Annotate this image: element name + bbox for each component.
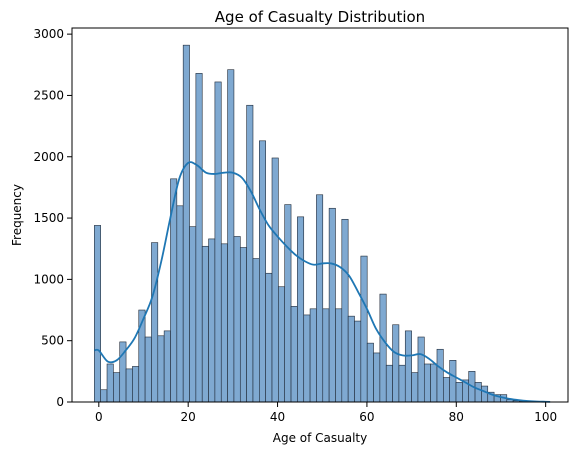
x-tick-label: 20 xyxy=(181,410,196,424)
y-tick-label: 2000 xyxy=(33,150,64,164)
histogram-bar xyxy=(418,337,424,402)
histogram-bar xyxy=(151,243,157,402)
histogram-bar xyxy=(190,227,196,402)
histogram-bar xyxy=(158,336,164,402)
histogram-bar xyxy=(228,70,234,402)
histogram-bar xyxy=(209,239,215,402)
histogram-bar xyxy=(310,309,316,402)
histogram-bar xyxy=(101,390,107,402)
histogram-bar xyxy=(380,294,386,402)
x-tick-label: 0 xyxy=(95,410,103,424)
histogram-bar xyxy=(475,382,481,402)
y-tick-label: 0 xyxy=(56,395,64,409)
histogram-bar xyxy=(132,366,138,402)
histogram-bar xyxy=(437,349,443,402)
histogram-bar xyxy=(323,309,329,402)
histogram-bar xyxy=(113,373,119,402)
histogram-bar xyxy=(431,364,437,402)
histogram-bar xyxy=(348,316,354,402)
histogram-bar xyxy=(405,331,411,402)
histogram-bar xyxy=(424,364,430,402)
histogram-bar xyxy=(145,337,151,402)
histogram-bar xyxy=(183,45,189,402)
histogram-bar xyxy=(278,287,284,402)
x-tick-label: 40 xyxy=(270,410,285,424)
histogram-bar xyxy=(367,343,373,402)
histogram-bar xyxy=(240,248,246,403)
histogram-bar xyxy=(291,306,297,402)
histogram-bar xyxy=(94,225,100,402)
x-tick-label: 80 xyxy=(449,410,464,424)
histogram-bar xyxy=(412,373,418,402)
histogram-bar xyxy=(393,325,399,402)
histogram-bar xyxy=(456,382,462,402)
histogram-bar xyxy=(126,369,132,402)
histogram-bar xyxy=(247,105,253,402)
histogram-bar xyxy=(266,273,272,402)
y-tick-label: 3000 xyxy=(33,27,64,41)
histogram-bar xyxy=(215,82,221,402)
y-tick-label: 1500 xyxy=(33,211,64,225)
histogram-bar xyxy=(335,309,341,402)
histogram-bar xyxy=(253,259,259,402)
y-tick-label: 2500 xyxy=(33,88,64,102)
histogram-bar xyxy=(316,195,322,402)
histogram-bar xyxy=(374,353,380,402)
histogram-bar xyxy=(450,360,456,402)
histogram-bar xyxy=(443,377,449,402)
histogram-bar xyxy=(304,315,310,402)
chart-title: Age of Casualty Distribution xyxy=(215,8,425,26)
histogram-bar xyxy=(202,246,208,402)
histogram-bar xyxy=(196,73,202,402)
histogram-bar xyxy=(355,321,361,402)
x-tick-label: 100 xyxy=(534,410,557,424)
x-tick-label: 60 xyxy=(359,410,374,424)
histogram-bar xyxy=(177,206,183,402)
histogram-bar xyxy=(164,331,170,402)
histogram-bar xyxy=(234,236,240,402)
x-axis-label: Age of Casualty xyxy=(273,431,368,445)
y-tick-label: 1000 xyxy=(33,272,64,286)
histogram-bar xyxy=(297,217,303,402)
histogram-bar xyxy=(399,365,405,402)
histogram-bar xyxy=(361,256,367,402)
histogram-bar xyxy=(386,365,392,402)
y-tick-label: 500 xyxy=(41,334,64,348)
histogram-bar xyxy=(285,205,291,402)
histogram-bar xyxy=(272,158,278,402)
histogram-bar xyxy=(481,386,487,402)
histogram-bar xyxy=(342,219,348,402)
y-axis-label: Frequency xyxy=(10,184,24,246)
histogram-bar xyxy=(107,364,113,402)
histogram-bar xyxy=(329,208,335,402)
histogram-bar xyxy=(259,141,265,402)
histogram-bar xyxy=(221,244,227,402)
